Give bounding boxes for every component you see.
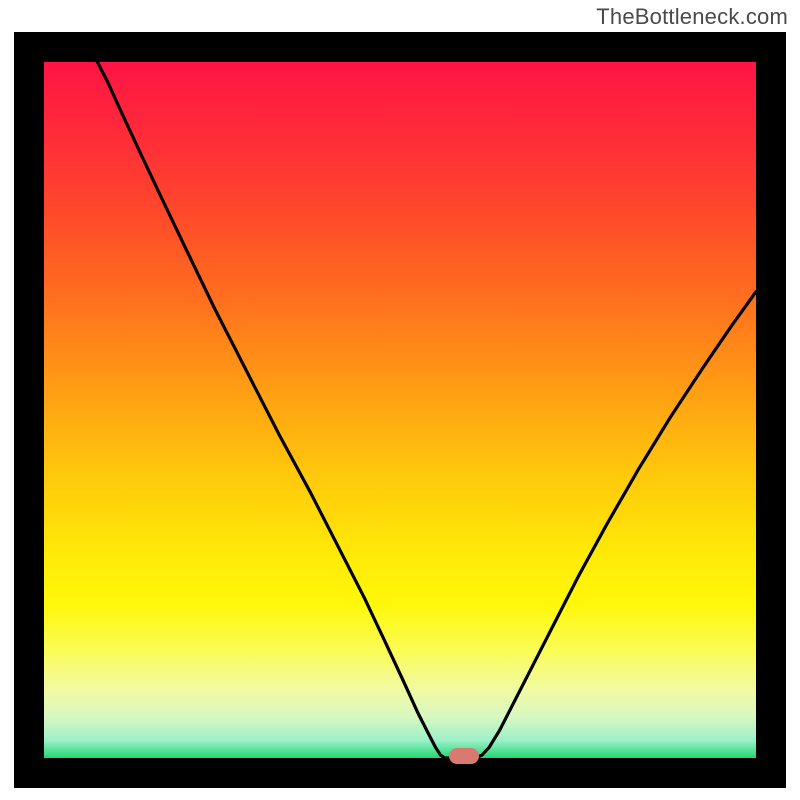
- curve-path: [97, 62, 756, 758]
- bottleneck-curve: [44, 62, 756, 758]
- optimal-marker: [449, 748, 479, 764]
- chart-frame: [14, 32, 786, 788]
- chart-root: TheBottleneck.com: [0, 0, 800, 800]
- watermark-text: TheBottleneck.com: [596, 4, 788, 30]
- plot-area: [44, 62, 756, 758]
